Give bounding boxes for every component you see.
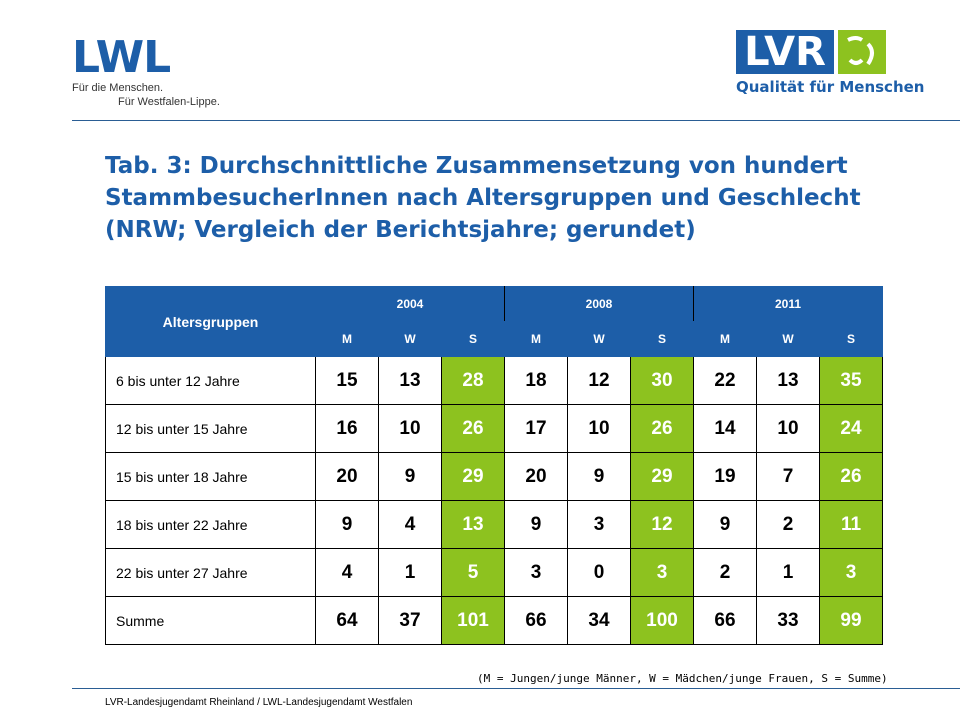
sum-cell: 3 — [630, 548, 694, 597]
sum-cell: 28 — [441, 356, 505, 405]
row-label: 12 bis unter 15 Jahre — [105, 404, 316, 453]
sum-cell: 13 — [441, 500, 505, 549]
table-row: 22 bis unter 27 Jahre 4 1 5 3 0 3 2 1 3 — [105, 548, 883, 597]
value-cell: 10 — [567, 404, 631, 453]
value-cell: 9 — [315, 500, 379, 549]
row-label: Summe — [105, 596, 316, 645]
value-cell: 20 — [504, 452, 568, 501]
row-label: 15 bis unter 18 Jahre — [105, 452, 316, 501]
table-row: 15 bis unter 18 Jahre 20 9 29 20 9 29 19 7 26 — [105, 452, 883, 501]
value-cell: 13 — [756, 356, 820, 405]
value-cell: 3 — [504, 548, 568, 597]
sum-cell: 99 — [819, 596, 883, 645]
value-cell: 4 — [378, 500, 442, 549]
data-table: Altersgruppen 2004 2008 2011 M W S M W S… — [105, 286, 883, 645]
value-cell: 13 — [378, 356, 442, 405]
bottom-divider — [72, 688, 960, 689]
page-title: Tab. 3: Durchschnittliche Zusammensetzun… — [105, 153, 861, 243]
table-row: 6 bis unter 12 Jahre 15 13 28 18 12 30 22 13 35 — [105, 356, 883, 405]
year-header: 2008 — [504, 286, 694, 322]
table-body: 6 bis unter 12 Jahre 15 13 28 18 12 30 22 13 35 12… — [105, 356, 883, 645]
value-cell: 4 — [315, 548, 379, 597]
lwl-logo: LWL Für die Menschen. Für Westfalen-Lipp… — [72, 32, 222, 109]
lwl-tagline-2: Für Westfalen-Lippe. — [118, 96, 220, 108]
value-cell: 64 — [315, 596, 379, 645]
value-cell: 17 — [504, 404, 568, 453]
value-cell: 19 — [693, 452, 757, 501]
value-cell: 1 — [756, 548, 820, 597]
sum-cell: 3 — [819, 548, 883, 597]
sub-header: S — [819, 321, 883, 357]
sum-cell: 5 — [441, 548, 505, 597]
sum-cell: 12 — [630, 500, 694, 549]
sum-cell: 24 — [819, 404, 883, 453]
sum-cell: 11 — [819, 500, 883, 549]
lvr-wordmark: LVR — [736, 30, 834, 74]
lwl-wordmark: LWL — [72, 32, 171, 83]
sub-header: W — [378, 321, 442, 357]
value-cell: 2 — [756, 500, 820, 549]
row-label: 22 bis unter 27 Jahre — [105, 548, 316, 597]
sub-header: M — [315, 321, 379, 357]
value-cell: 15 — [315, 356, 379, 405]
row-label: 18 bis unter 22 Jahre — [105, 500, 316, 549]
value-cell: 22 — [693, 356, 757, 405]
year-header: 2004 — [315, 286, 505, 322]
sum-cell: 30 — [630, 356, 694, 405]
value-cell: 34 — [567, 596, 631, 645]
value-cell: 9 — [693, 500, 757, 549]
value-cell: 66 — [504, 596, 568, 645]
value-cell: 37 — [378, 596, 442, 645]
row-label: 6 bis unter 12 Jahre — [105, 356, 316, 405]
sub-header: W — [567, 321, 631, 357]
sum-cell: 100 — [630, 596, 694, 645]
sum-cell: 26 — [441, 404, 505, 453]
year-header: 2011 — [693, 286, 883, 322]
value-cell: 12 — [567, 356, 631, 405]
sub-header: M — [693, 321, 757, 357]
value-cell: 16 — [315, 404, 379, 453]
lvr-smile-icon — [838, 30, 886, 74]
table-row: Summe 64 37 101 66 34 100 66 33 99 — [105, 596, 883, 645]
value-cell: 1 — [378, 548, 442, 597]
table-row: 12 bis unter 15 Jahre 16 10 26 17 10 26 14 10 24 — [105, 404, 883, 453]
sub-header: W — [756, 321, 820, 357]
value-cell: 20 — [315, 452, 379, 501]
corner-header: Altersgruppen — [105, 286, 316, 357]
lvr-logo: LVR Qualität für Menschen — [736, 30, 924, 96]
value-cell: 2 — [693, 548, 757, 597]
sub-header: S — [630, 321, 694, 357]
footer-text: LVR-Landesjugendamt Rheinland / LWL-Land… — [105, 697, 413, 708]
sum-cell: 26 — [630, 404, 694, 453]
table-row: 18 bis unter 22 Jahre 9 4 13 9 3 12 9 2 11 — [105, 500, 883, 549]
sum-cell: 29 — [441, 452, 505, 501]
value-cell: 10 — [378, 404, 442, 453]
value-cell: 9 — [567, 452, 631, 501]
sub-header: S — [441, 321, 505, 357]
legend-note: (M = Jungen/junge Männer, W = Mädchen/ju… — [477, 672, 888, 685]
sum-cell: 29 — [630, 452, 694, 501]
value-cell: 18 — [504, 356, 568, 405]
lwl-tagline-1: Für die Menschen. — [72, 82, 164, 94]
sum-cell: 101 — [441, 596, 505, 645]
sub-header: M — [504, 321, 568, 357]
value-cell: 9 — [504, 500, 568, 549]
value-cell: 7 — [756, 452, 820, 501]
value-cell: 14 — [693, 404, 757, 453]
value-cell: 33 — [756, 596, 820, 645]
value-cell: 0 — [567, 548, 631, 597]
value-cell: 9 — [378, 452, 442, 501]
value-cell: 3 — [567, 500, 631, 549]
lvr-tagline: Qualität für Menschen — [736, 78, 925, 96]
value-cell: 10 — [756, 404, 820, 453]
sum-cell: 35 — [819, 356, 883, 405]
top-divider — [72, 120, 960, 121]
sum-cell: 26 — [819, 452, 883, 501]
value-cell: 66 — [693, 596, 757, 645]
